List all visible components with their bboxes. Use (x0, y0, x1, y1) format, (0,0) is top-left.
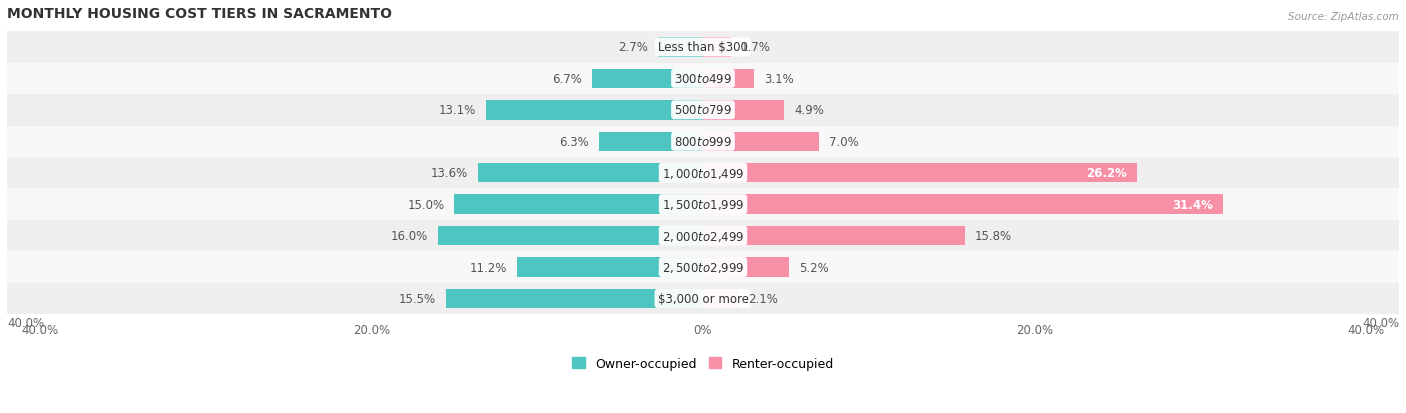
Bar (7, 158, 1399, 189)
Text: 5.2%: 5.2% (799, 261, 830, 274)
Text: 4.9%: 4.9% (794, 104, 824, 117)
Bar (517, 258, 703, 277)
Text: 6.3%: 6.3% (560, 135, 589, 148)
Text: $1,500 to $1,999: $1,500 to $1,999 (662, 198, 744, 211)
Text: 15.5%: 15.5% (399, 292, 436, 305)
Bar (703, 226, 965, 246)
Text: 6.7%: 6.7% (553, 73, 582, 85)
Text: 15.0%: 15.0% (408, 198, 444, 211)
Bar (7, 189, 1399, 220)
Bar (658, 38, 703, 57)
Text: $1,000 to $1,499: $1,000 to $1,499 (662, 166, 744, 180)
Text: $800 to $999: $800 to $999 (673, 135, 733, 148)
Bar (446, 289, 703, 309)
Bar (7, 126, 1399, 158)
Text: 2.7%: 2.7% (619, 41, 648, 54)
Text: $2,500 to $2,999: $2,500 to $2,999 (662, 260, 744, 274)
Text: $500 to $799: $500 to $799 (673, 104, 733, 117)
Bar (7, 32, 1399, 64)
Bar (437, 226, 703, 246)
Bar (592, 69, 703, 89)
Text: 2.1%: 2.1% (748, 292, 778, 305)
Text: 13.6%: 13.6% (430, 167, 468, 180)
Bar (478, 164, 703, 183)
Text: 13.1%: 13.1% (439, 104, 477, 117)
Bar (703, 132, 820, 152)
Text: 40.0%: 40.0% (7, 316, 44, 329)
Bar (7, 95, 1399, 126)
Text: 7.0%: 7.0% (830, 135, 859, 148)
Text: $300 to $499: $300 to $499 (673, 73, 733, 85)
Text: 1.7%: 1.7% (741, 41, 770, 54)
Text: Less than $300: Less than $300 (658, 41, 748, 54)
Text: 40.0%: 40.0% (1362, 316, 1399, 329)
Bar (703, 38, 731, 57)
Text: $2,000 to $2,499: $2,000 to $2,499 (662, 229, 744, 243)
Bar (7, 252, 1399, 283)
Bar (703, 164, 1137, 183)
Text: 15.8%: 15.8% (974, 230, 1012, 242)
Bar (703, 258, 789, 277)
Legend: Owner-occupied, Renter-occupied: Owner-occupied, Renter-occupied (568, 352, 838, 375)
Bar (703, 101, 785, 120)
Bar (703, 289, 738, 309)
Text: Source: ZipAtlas.com: Source: ZipAtlas.com (1288, 12, 1399, 22)
Bar (486, 101, 703, 120)
Text: 3.1%: 3.1% (765, 73, 794, 85)
Text: 26.2%: 26.2% (1087, 167, 1128, 180)
Bar (703, 195, 1223, 214)
Bar (7, 220, 1399, 252)
Bar (703, 69, 755, 89)
Bar (7, 64, 1399, 95)
Bar (454, 195, 703, 214)
Bar (599, 132, 703, 152)
Text: MONTHLY HOUSING COST TIERS IN SACRAMENTO: MONTHLY HOUSING COST TIERS IN SACRAMENTO (7, 7, 392, 21)
Text: 31.4%: 31.4% (1173, 198, 1213, 211)
Bar (7, 283, 1399, 314)
Text: $3,000 or more: $3,000 or more (658, 292, 748, 305)
Text: 11.2%: 11.2% (470, 261, 508, 274)
Text: 16.0%: 16.0% (391, 230, 427, 242)
